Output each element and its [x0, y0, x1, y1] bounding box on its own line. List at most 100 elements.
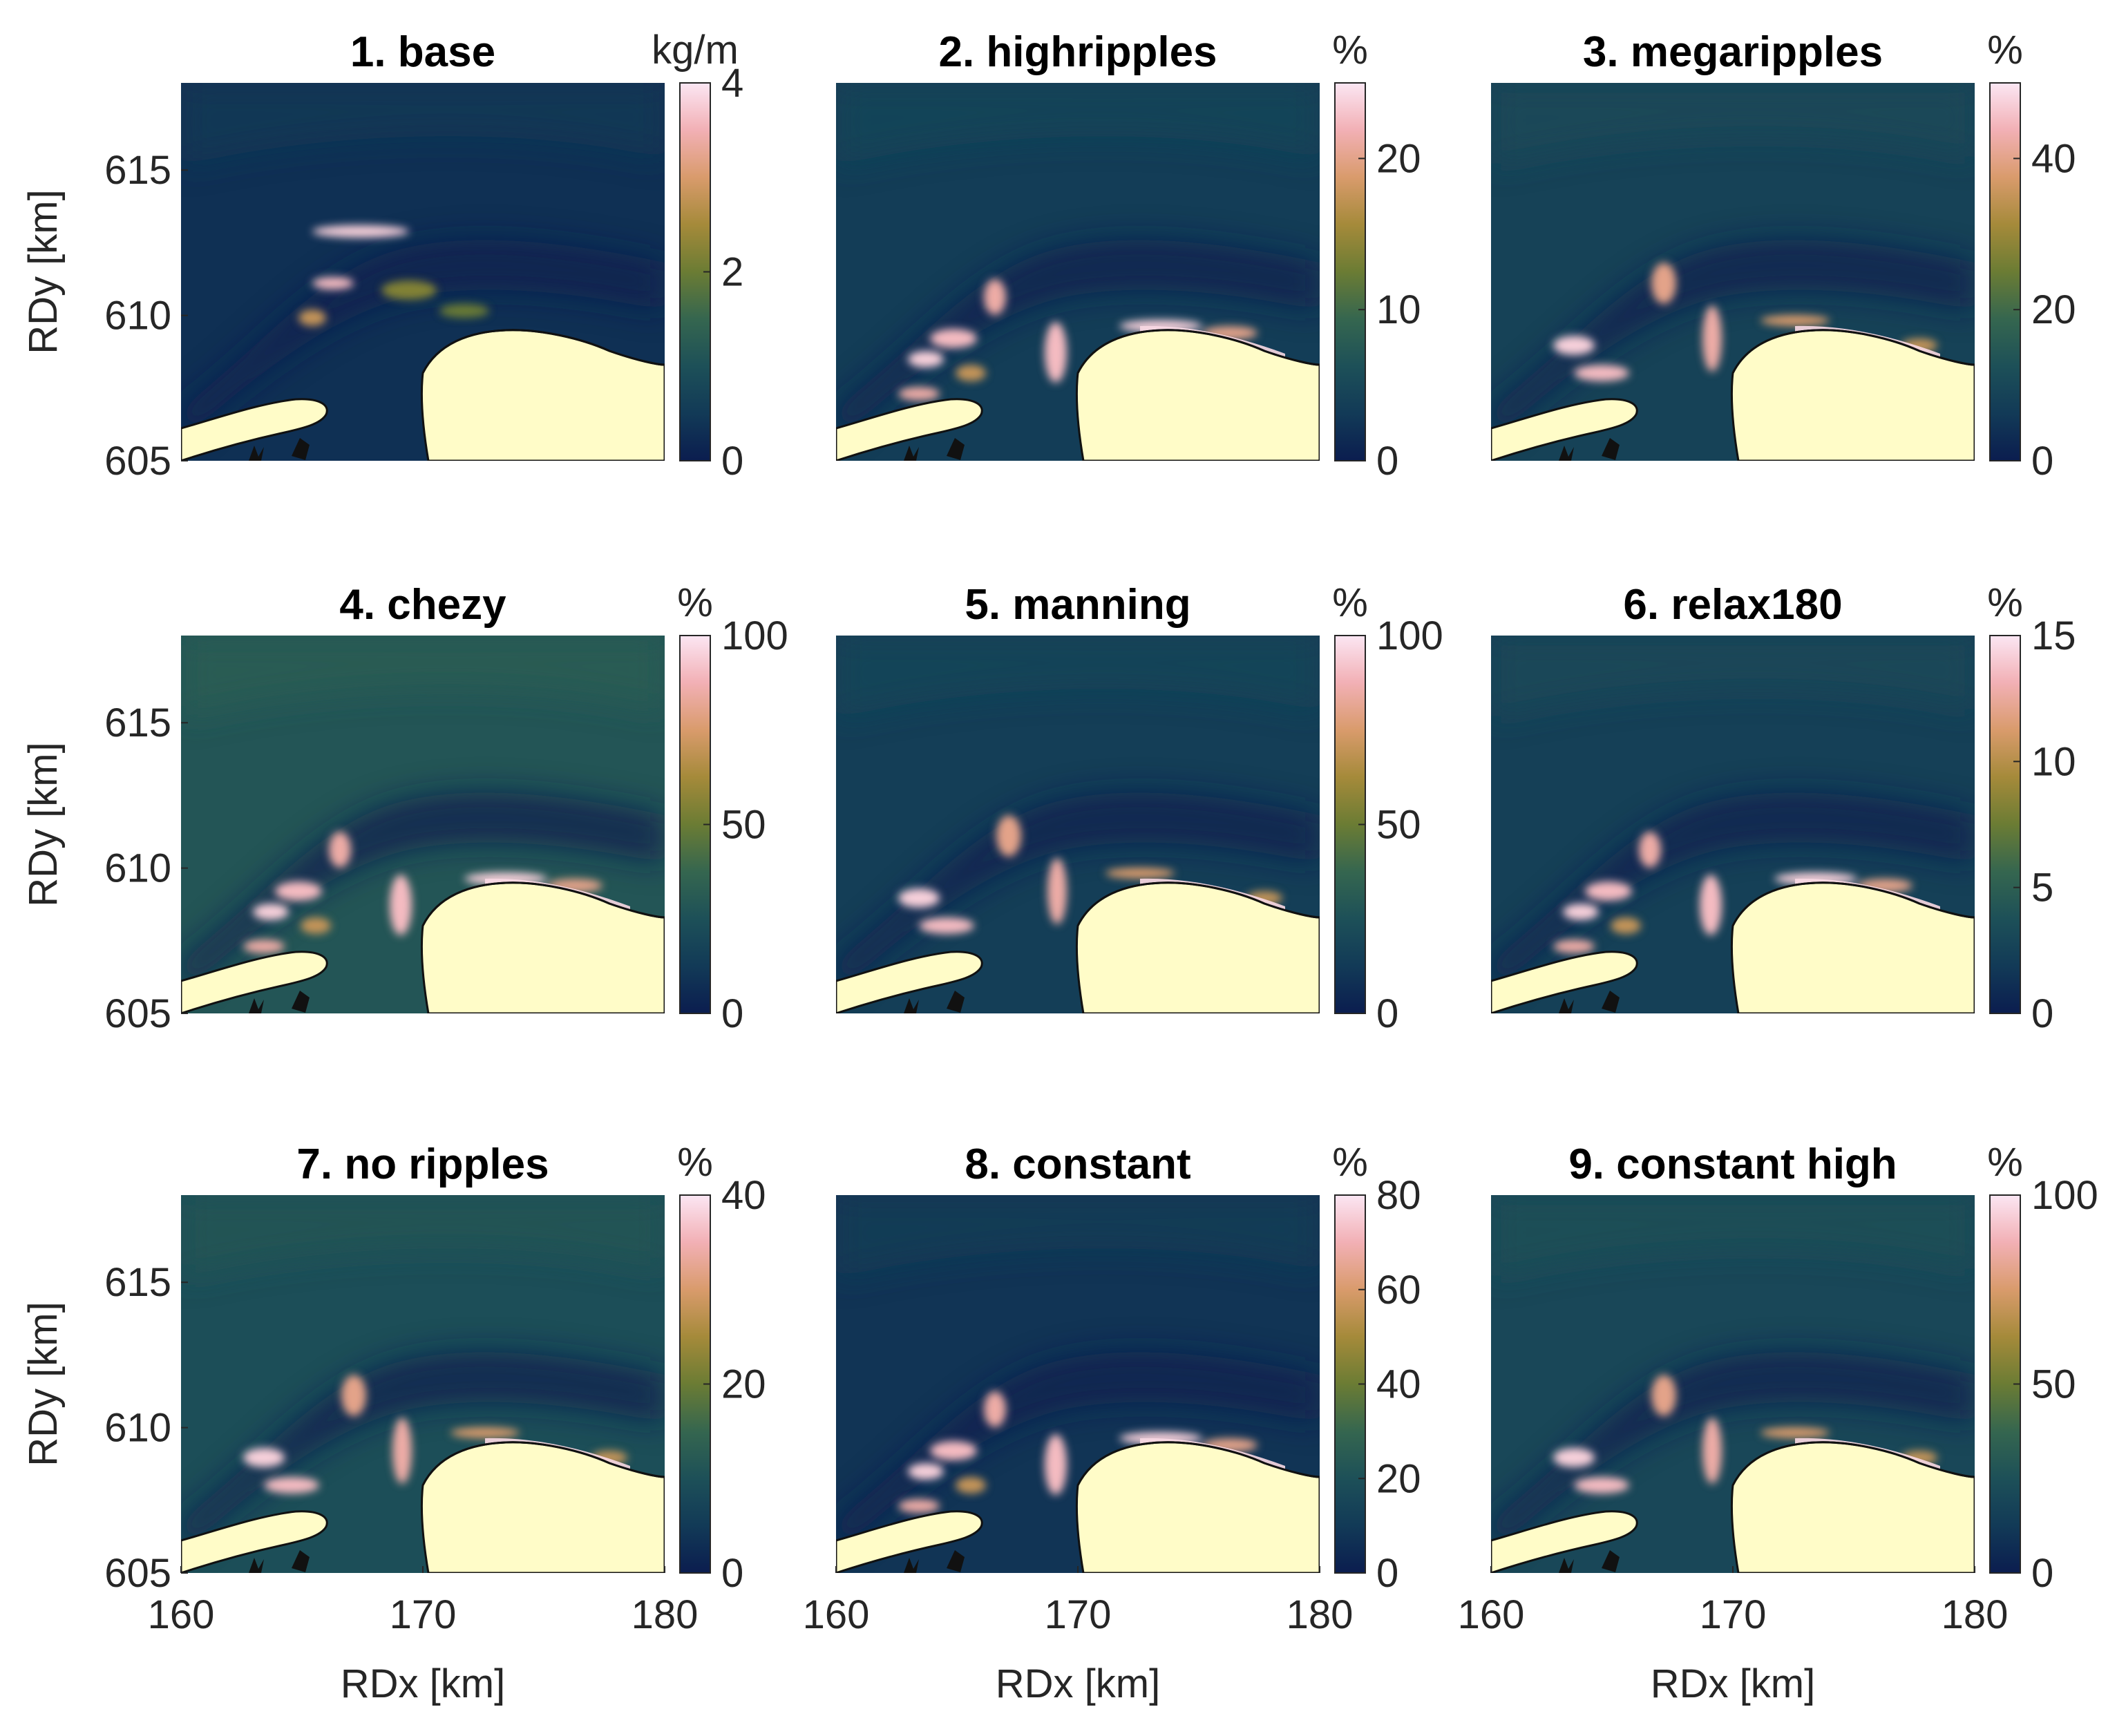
islet [1602, 438, 1620, 460]
panel-9: 9. constant high % 0 50 100 160 170 180 RDx [km] [1458, 1140, 2098, 1706]
panel-1: 1. base kg/m 0 2 4 605 610 615 RDy [km] [21, 28, 743, 484]
islet [292, 1550, 310, 1572]
y-tick-label: 615 [104, 1260, 171, 1305]
field-dark-bands [1491, 636, 1975, 995]
coastline [1731, 329, 1975, 374]
field-dark-bands [1491, 1195, 1975, 1554]
colorbar-tick-label: 4 [721, 61, 743, 106]
x-tick-label: 160 [1458, 1592, 1525, 1637]
panel-5: 5. manning % 0 50 100 [836, 580, 1443, 1036]
colorbar-tick-label: 20 [2031, 287, 2076, 332]
colorbar-tick-label: 0 [2031, 1551, 2053, 1596]
colorbar-tick-label: 50 [2031, 1362, 2076, 1407]
x-tick-label: 160 [148, 1592, 215, 1637]
coastline [1076, 881, 1320, 926]
x-tick-label: 180 [1942, 1592, 2009, 1637]
colorbar-tick-label: 100 [721, 613, 788, 658]
y-axis-label: RDy [km] [21, 742, 66, 906]
colorbar-unit: % [1332, 1140, 1368, 1185]
islet [1559, 446, 1574, 461]
x-axis-label: RDx [km] [341, 1661, 505, 1706]
field-highlights [1553, 1375, 1937, 1494]
colorbar-tick-label: 40 [721, 1173, 766, 1218]
colorbar-tick-label: 20 [1376, 136, 1421, 181]
land-left [1491, 1510, 1638, 1573]
colorbar-tick-label: 0 [721, 991, 743, 1036]
colorbar-tick-label: 15 [2031, 613, 2076, 658]
heatmap-field [181, 636, 665, 1013]
y-tick-label: 610 [104, 294, 171, 338]
islet [947, 991, 965, 1013]
colorbar-tick-label: 60 [1376, 1268, 1421, 1313]
y-tick-label: 615 [104, 700, 171, 745]
x-tick-label: 180 [632, 1592, 699, 1637]
islet [1559, 998, 1574, 1013]
heatmap-field [1491, 636, 1975, 1013]
colorbar-unit: % [1987, 28, 2023, 73]
land-left [836, 1510, 983, 1573]
colorbar [1334, 82, 1366, 461]
colorbar-tick-label: 10 [2031, 739, 2076, 784]
colorbar-tick-label: 20 [1376, 1456, 1421, 1501]
colorbar-tick-label: 40 [2031, 136, 2076, 181]
field-highlights [298, 225, 489, 326]
heatmap-field [1491, 83, 1975, 461]
islet [249, 446, 264, 461]
panel-2: 2. highripples % 0 10 20 [836, 28, 1421, 484]
x-axis-label: RDx [km] [996, 1661, 1160, 1706]
land-left [1491, 951, 1638, 1013]
field-highlights [898, 815, 1282, 934]
field-highlights [243, 1375, 627, 1494]
y-axis-label: RDy [km] [21, 189, 66, 354]
field-dark-bands [181, 636, 665, 995]
colorbar-tick-label: 0 [1376, 1551, 1398, 1596]
land-left [836, 951, 983, 1013]
colorbar-tick-label: 0 [2031, 991, 2053, 1036]
x-tick-label: 170 [1045, 1592, 1112, 1637]
colorbar-unit: % [1332, 580, 1368, 625]
colorbar-tick-label: 0 [2031, 439, 2053, 484]
islet [947, 1550, 965, 1572]
panel-8: 8. constant % 0 20 40 60 80 160 170 180 RDx [km] [803, 1140, 1421, 1706]
islet [904, 446, 919, 461]
field-dark-bands [836, 1195, 1320, 1554]
x-tick-label: 180 [1287, 1592, 1354, 1637]
panel-4: 4. chezy % 0 50 100 605 610 615 RDy [km] [21, 580, 788, 1036]
panel-6: 6. relax180 % 0 5 10 15 [1491, 580, 2076, 1036]
colorbar-unit: % [677, 1140, 713, 1185]
colorbar-tick-label: 50 [721, 803, 766, 848]
islet [249, 1558, 264, 1573]
panel-title: 4. chezy [339, 581, 506, 629]
heatmap-field [836, 83, 1320, 461]
panel-title: 2. highripples [938, 28, 1217, 76]
field-highlights [243, 832, 602, 953]
islet [904, 1558, 919, 1573]
y-tick-label: 610 [104, 1406, 171, 1451]
colorbar-tick-label: 80 [1376, 1173, 1421, 1218]
coastline [1731, 881, 1975, 926]
panel-title: 8. constant [965, 1141, 1190, 1188]
coastline [1076, 329, 1320, 374]
coastline [1731, 1441, 1975, 1486]
x-axis-label: RDx [km] [1651, 1661, 1815, 1706]
colorbar-tick-label: 100 [1376, 613, 1443, 658]
heatmap-field [1491, 1195, 1975, 1573]
colorbar [1989, 82, 2021, 461]
islet [292, 991, 310, 1013]
panel-7: 7. no ripples % 0 20 40 605 610 615 RDy [km] 160 1… [21, 1140, 766, 1706]
x-tick-label: 170 [390, 1592, 457, 1637]
x-tick-label: 160 [803, 1592, 870, 1637]
colorbar-tick-label: 100 [2031, 1173, 2098, 1218]
islet [1602, 1550, 1620, 1572]
coastline [421, 881, 665, 926]
land-left [1491, 398, 1638, 461]
colorbar-tick-label: 40 [1376, 1362, 1421, 1407]
colorbar-tick-label: 0 [721, 439, 743, 484]
colorbar-unit: % [677, 580, 713, 625]
field-highlights [898, 1391, 1257, 1513]
panel-title: 3. megaripples [1583, 28, 1883, 76]
colorbar-unit: % [1987, 580, 2023, 625]
y-tick-label: 605 [104, 439, 171, 484]
colorbar-tick-label: 5 [2031, 866, 2053, 910]
